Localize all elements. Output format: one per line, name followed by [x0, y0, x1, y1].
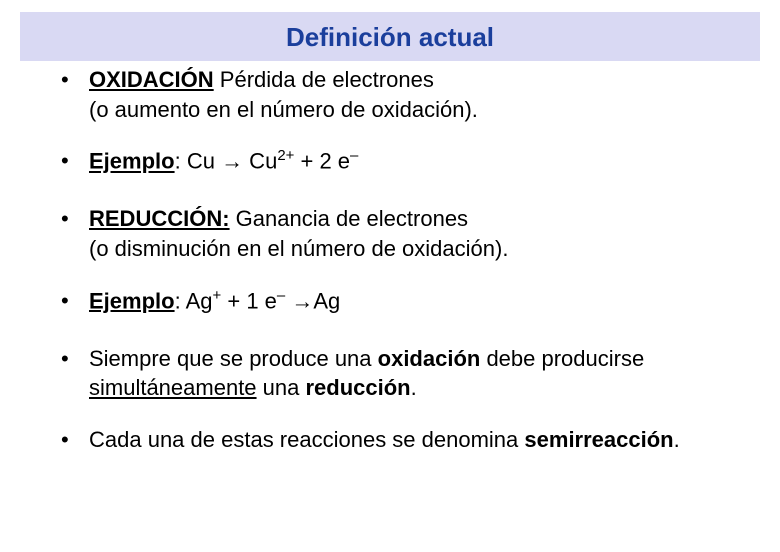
- colon: :: [175, 149, 187, 174]
- bullet-example-oxidation: Ejemplo: Cu → Cu2+ + 2 e–: [55, 146, 750, 176]
- def-text-line2: (o aumento en el número de oxidación).: [89, 97, 478, 122]
- def-text: Ganancia de electrones: [230, 206, 469, 231]
- eq-part: + 1 e: [221, 288, 277, 313]
- example-label: Ejemplo: [89, 288, 175, 313]
- text: debe producirse: [480, 346, 644, 371]
- bullet-oxidation-def: OXIDACIÓN Pérdida de electrones (o aumen…: [55, 65, 750, 124]
- title-band: Definición actual: [20, 12, 760, 61]
- text: Cada una de estas reacciones se denomina: [89, 427, 524, 452]
- bullet-reduction-def: REDUCCIÓN: Ganancia de electrones (o dis…: [55, 204, 750, 263]
- arrow-icon: →: [291, 288, 313, 313]
- underline-text: simultáneamente: [89, 375, 257, 400]
- eq-part: Cu: [243, 149, 277, 174]
- slide-title: Definición actual: [20, 22, 760, 53]
- eq-part: Ag: [186, 288, 213, 313]
- arrow-icon: →: [221, 149, 243, 174]
- bullet-summary-1: Siempre que se produce una oxidación deb…: [55, 344, 750, 403]
- bullet-summary-2: Cada una de estas reacciones se denomina…: [55, 425, 750, 455]
- def-text: Pérdida de electrones: [214, 67, 434, 92]
- text: .: [674, 427, 680, 452]
- text: Siempre que se produce una: [89, 346, 378, 371]
- def-text-line2: (o disminución en el número de oxidación…: [89, 236, 508, 261]
- colon: :: [175, 288, 186, 313]
- bullet-list: OXIDACIÓN Pérdida de electrones (o aumen…: [0, 65, 780, 455]
- superscript: +: [213, 287, 222, 304]
- superscript: –: [350, 147, 358, 164]
- bold-text: semirreacción: [524, 427, 673, 452]
- text: .: [411, 375, 417, 400]
- bullet-example-reduction: Ejemplo: Ag+ + 1 e– →Ag: [55, 286, 750, 316]
- bold-text: oxidación: [378, 346, 481, 371]
- example-label: Ejemplo: [89, 149, 175, 174]
- text: una: [257, 375, 306, 400]
- eq-part: Ag: [313, 288, 340, 313]
- eq-part: + 2 e: [294, 149, 350, 174]
- eq-part: Cu: [187, 149, 221, 174]
- bold-text: reducción: [305, 375, 410, 400]
- term-oxidacion: OXIDACIÓN: [89, 67, 214, 92]
- superscript: –: [277, 287, 285, 304]
- superscript: 2+: [277, 147, 294, 164]
- term-reduccion: REDUCCIÓN:: [89, 206, 230, 231]
